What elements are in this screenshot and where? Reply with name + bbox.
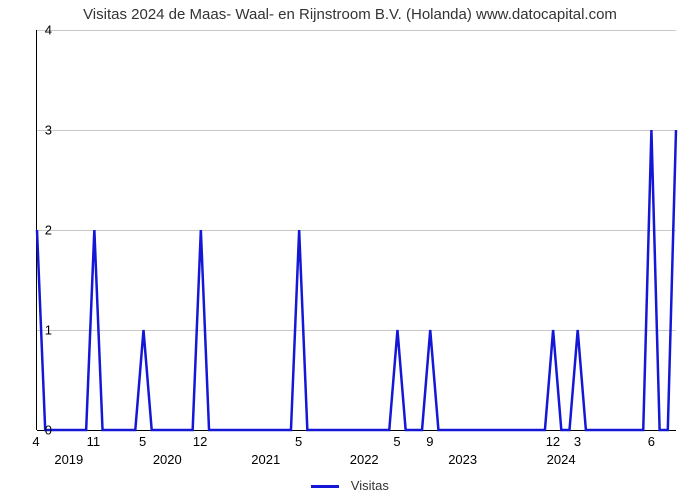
chart-title: Visitas 2024 de Maas- Waal- en Rijnstroo…	[0, 6, 700, 23]
x-tick-label: 5	[139, 434, 146, 449]
x-year-label: 2023	[448, 452, 477, 467]
y-tick-label: 4	[22, 23, 52, 38]
x-year-label: 2021	[251, 452, 280, 467]
x-tick-label: 9	[426, 434, 433, 449]
x-tick-label: 4	[32, 434, 39, 449]
x-year-label: 2024	[547, 452, 576, 467]
x-year-label: 2022	[350, 452, 379, 467]
y-tick-label: 1	[22, 323, 52, 338]
x-tick-label: 5	[393, 434, 400, 449]
y-tick-label: 2	[22, 223, 52, 238]
line-series	[37, 30, 676, 430]
x-tick-label: 5	[295, 434, 302, 449]
legend-label: Visitas	[351, 478, 389, 493]
x-year-label: 2020	[153, 452, 182, 467]
plot-area	[36, 30, 676, 430]
series-line	[37, 130, 676, 430]
x-year-label: 2019	[54, 452, 83, 467]
legend: Visitas	[0, 478, 700, 493]
x-tick-label: 3	[574, 434, 581, 449]
x-tick-label: 6	[648, 434, 655, 449]
legend-swatch	[311, 485, 339, 488]
x-tick-label: 11	[87, 434, 101, 449]
x-tick-label: 12	[193, 434, 207, 449]
x-tick-label: 12	[546, 434, 560, 449]
y-tick-label: 3	[22, 123, 52, 138]
